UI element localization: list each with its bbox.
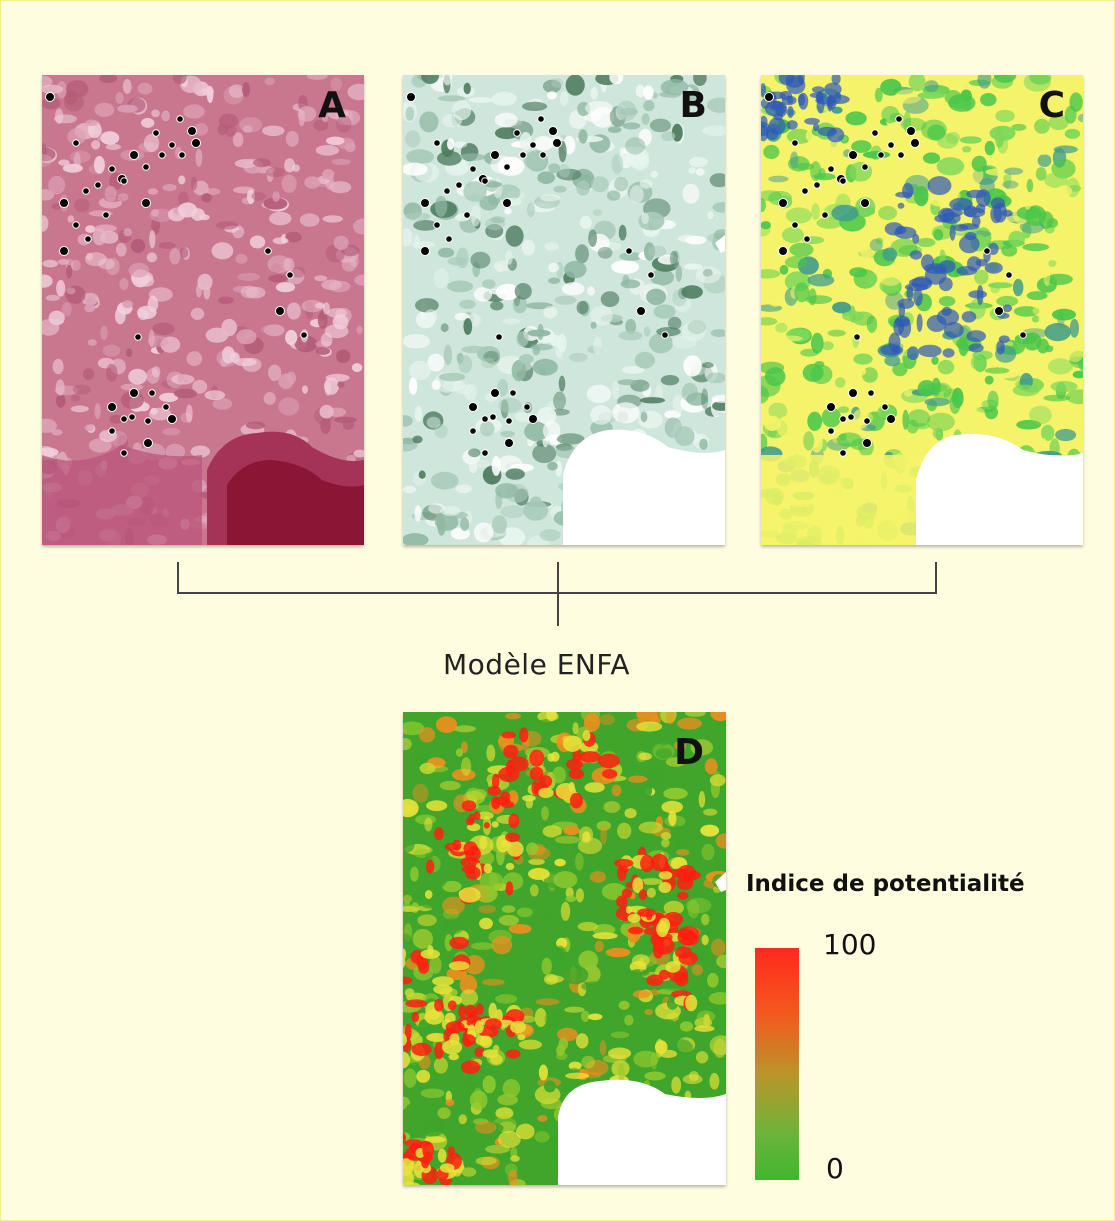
panel-label-b: B (679, 85, 707, 126)
map-panel-c: C (761, 75, 1083, 545)
model-label: Modèle ENFA (443, 648, 631, 681)
map-panel-a: A (42, 75, 364, 545)
map-a-image (42, 75, 364, 545)
map-c-image (761, 75, 1083, 545)
bracket-connector (177, 562, 937, 626)
map-d-image (403, 712, 726, 1185)
panel-label-a: A (318, 85, 346, 126)
legend-max-label: 100 (823, 928, 877, 961)
panel-label-d: D (674, 732, 704, 773)
map-b-image (403, 75, 725, 545)
legend-min-label: 0 (826, 1152, 844, 1185)
map-panel-d: D (403, 712, 726, 1185)
legend-title: Indice de potentialité (746, 871, 1025, 897)
legend-color-bar (755, 948, 799, 1180)
map-panel-b: B (403, 75, 725, 545)
panel-label-c: C (1038, 85, 1065, 126)
